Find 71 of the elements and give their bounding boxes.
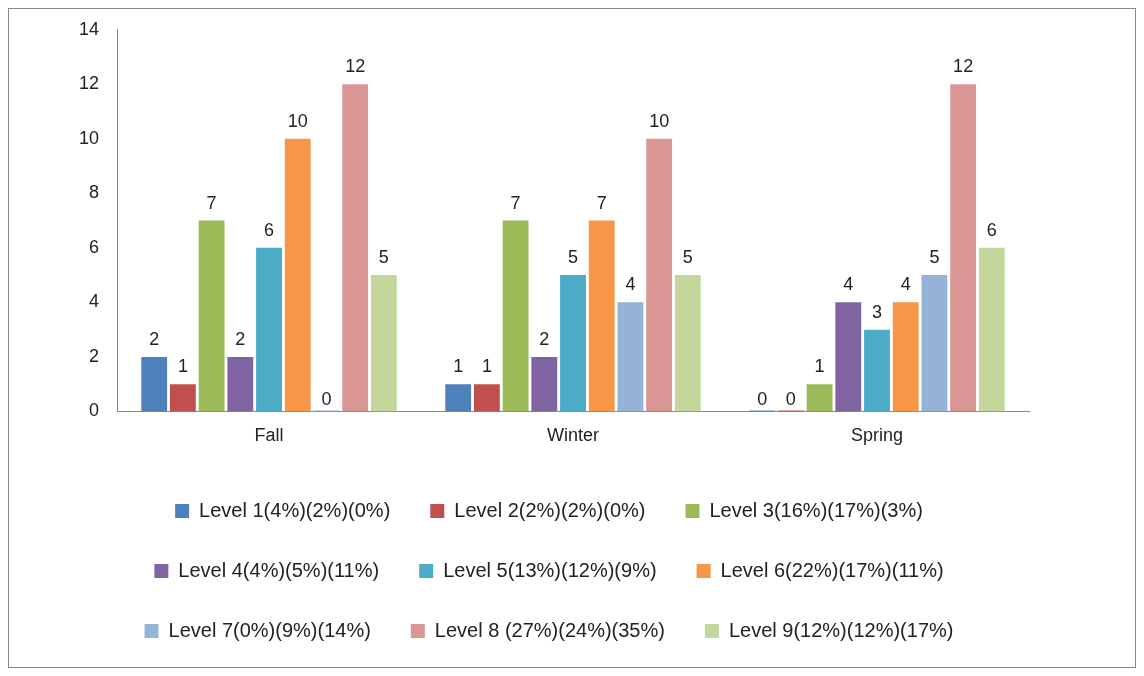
bar [560,275,586,412]
bar [473,384,500,412]
bar [227,356,254,412]
bar [256,247,282,412]
data-label: 3 [872,301,883,322]
bar [502,220,529,412]
data-label: 5 [682,247,693,268]
bar [950,84,977,412]
legend-label: Level 8 (27%)(24%)(35%) [434,618,665,641]
bar [921,275,948,412]
data-label: 5 [929,247,940,268]
data-label: 2 [149,328,160,349]
data-label: 6 [986,219,997,240]
bar [835,302,862,412]
data-label: 4 [900,274,911,295]
legend-label: Level 5(13%)(12%)(9%) [443,558,657,581]
x-tick-label: Fall [254,425,284,446]
data-label: 12 [345,56,366,77]
data-label: 4 [843,274,854,295]
y-tick-label: 8 [89,182,100,203]
bar [978,247,1005,412]
y-tick-label: 0 [89,400,100,421]
data-label: 1 [481,356,492,377]
data-label: 5 [568,247,579,268]
legend-label: Level 9(12%)(12%)(17%) [728,618,954,641]
bar [531,356,558,412]
data-label: 2 [539,328,550,349]
bar [617,302,644,412]
data-label: 5 [378,247,389,268]
y-tick-label: 12 [78,73,100,94]
bar [445,384,472,412]
data-label: 2 [235,328,246,349]
bar [892,302,919,412]
legend-label: Level 4(4%)(5%)(11%) [178,558,380,581]
bar [169,384,196,412]
y-tick-label: 4 [89,291,100,312]
data-label: 1 [814,356,825,377]
bar [864,329,890,412]
bar [806,384,833,412]
bar [284,138,311,412]
data-label: 1 [177,356,188,377]
bar [141,356,168,412]
y-tick-label: 10 [78,127,100,148]
x-tick-label: Spring [850,425,904,446]
data-label: 10 [287,110,308,131]
data-label: 7 [206,192,217,213]
y-tick-label: 6 [89,236,100,257]
y-tick-label: 2 [89,345,100,366]
legend-label: Level 2(2%)(2%)(0%) [454,498,646,521]
bar [198,220,225,412]
data-label: 6 [264,219,275,240]
data-label: 12 [953,56,974,77]
data-label: 0 [757,389,768,410]
data-label: 10 [649,110,670,131]
data-label: 0 [785,389,796,410]
bar [674,275,701,412]
legend-label: Level 6(22%)(17%)(11%) [720,558,944,581]
legend-label: Level 3(16%)(17%)(3%) [709,498,923,521]
y-tick-label: 14 [78,18,100,39]
data-label: 1 [453,356,464,377]
bar [646,138,673,412]
bar [370,275,397,412]
bar [342,84,369,412]
x-tick-label: Winter [547,425,600,446]
bar [588,220,615,412]
data-label: 7 [510,192,521,213]
data-label: 7 [596,192,607,213]
legend-label: Level 1(4%)(2%)(0%) [199,498,391,521]
legend-label: Level 7(0%)(9%)(14%) [168,618,371,641]
data-label: 4 [625,274,636,295]
data-label: 0 [321,389,332,410]
